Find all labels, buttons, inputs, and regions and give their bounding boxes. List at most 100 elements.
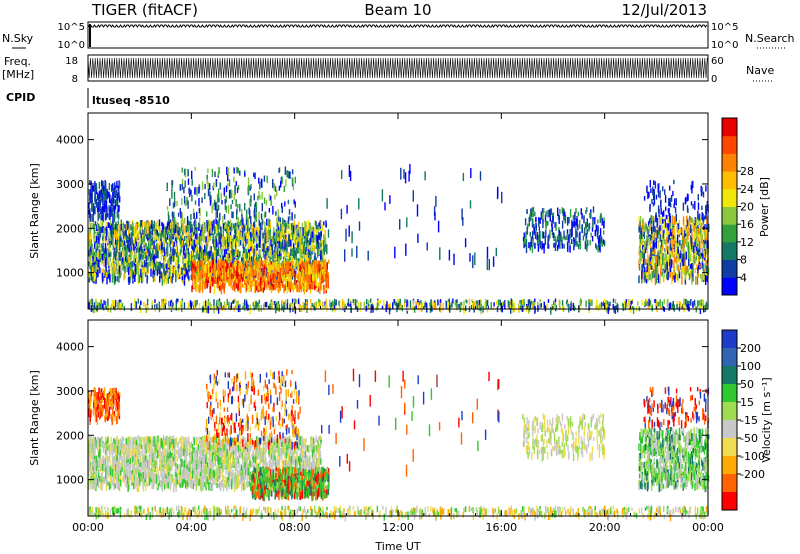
scatter-cell	[191, 226, 193, 233]
scatter-cell	[603, 230, 605, 235]
scatter-cell	[117, 213, 120, 220]
scatter-cell	[275, 251, 277, 260]
scatter-cell	[196, 229, 198, 236]
scatter-cell	[304, 249, 307, 255]
scatter-cell	[173, 201, 176, 208]
scatter-cell	[197, 261, 200, 270]
scatter-cell	[105, 181, 107, 189]
scatter-cell	[701, 257, 704, 263]
scatter-cell	[677, 266, 679, 272]
scatter-cell	[641, 251, 644, 259]
scatter-cell	[241, 222, 243, 231]
scatter-cell	[169, 233, 171, 242]
scatter-cell	[114, 185, 117, 190]
scatter-cell	[567, 243, 569, 253]
scatter-cell	[123, 258, 125, 266]
scatter-cell	[255, 236, 257, 243]
scatter-cell	[201, 231, 203, 239]
scatter-cell	[156, 262, 158, 272]
scatter-cell	[270, 274, 272, 283]
scatter-cell	[486, 258, 488, 271]
scatter-cell	[298, 271, 300, 280]
scatter-cell	[314, 285, 316, 291]
scatter-cell	[643, 271, 645, 280]
scatter-cell	[205, 270, 207, 278]
scatter-cell	[91, 201, 94, 210]
scatter-cell	[243, 270, 245, 277]
scatter-cell	[94, 273, 96, 280]
scatter-cell	[706, 216, 708, 224]
scatter-cell	[194, 188, 196, 195]
scatter-cell	[683, 266, 685, 273]
scatter-cell	[319, 220, 321, 229]
scatter-cell	[672, 271, 674, 281]
scatter-cell	[213, 241, 215, 248]
scatter-cell	[90, 267, 92, 275]
scatter-cell	[110, 251, 112, 257]
scatter-cell	[123, 273, 125, 281]
scatter-cell	[198, 197, 200, 207]
scatter-cell	[308, 224, 310, 232]
scatter-cell	[128, 276, 130, 285]
scatter-cell	[201, 274, 204, 279]
scatter-cell	[291, 282, 293, 288]
scatter-cell	[258, 256, 260, 261]
scatter-cell	[89, 235, 91, 243]
scatter-cell	[111, 258, 114, 266]
scatter-cell	[292, 257, 294, 264]
scatter-cell	[198, 275, 200, 281]
scatter-cell	[291, 177, 294, 185]
scatter-cell	[138, 250, 140, 259]
scatter-cell	[598, 242, 600, 251]
scatter-cell	[220, 259, 222, 266]
scatter-cell	[222, 222, 225, 231]
scatter-cell	[567, 216, 569, 226]
scatter-cell	[192, 226, 195, 233]
scatter-cell	[307, 261, 310, 267]
scatter-cell	[303, 266, 305, 275]
scatter-cell	[201, 227, 203, 235]
scatter-cell	[230, 244, 232, 249]
scatter-cell	[207, 188, 210, 197]
scatter-cell	[140, 259, 142, 268]
scatter-cell	[283, 284, 285, 294]
scatter-cell	[101, 192, 104, 199]
scatter-cell	[164, 234, 167, 242]
scatter-cell	[462, 172, 465, 182]
scatter-cell	[104, 213, 107, 221]
scatter-cell	[547, 242, 549, 249]
scatter-cell	[111, 273, 114, 279]
scatter-cell	[259, 194, 261, 200]
scatter-cell	[224, 248, 227, 258]
scatter-cell	[197, 284, 199, 292]
scatter-cell	[253, 270, 256, 276]
scatter-cell	[209, 274, 211, 284]
scatter-cell	[678, 226, 680, 235]
scatter-cell	[344, 249, 346, 262]
scatter-cell	[98, 223, 100, 231]
scatter-cell	[266, 175, 268, 183]
scatter-cell	[105, 188, 107, 197]
scatter-cell	[656, 229, 659, 238]
scatter-cell	[236, 238, 238, 247]
cpid-label: CPID	[6, 91, 35, 104]
scatter-cell	[275, 211, 277, 216]
scatter-cell	[684, 224, 687, 230]
scatter-cell	[278, 233, 280, 242]
scatter-cell	[192, 208, 195, 215]
scatter-cell	[247, 252, 249, 261]
scatter-cell	[184, 180, 186, 188]
scatter-cell	[257, 274, 259, 284]
scatter-cell	[207, 221, 209, 227]
scatter-cell	[652, 223, 655, 232]
scatter-cell	[261, 276, 263, 286]
scatter-cell	[250, 198, 252, 207]
scatter-cell	[306, 243, 309, 250]
scatter-cell	[120, 230, 123, 235]
scatter-cell	[235, 181, 237, 186]
scatter-cell	[196, 263, 199, 273]
scatter-cell	[277, 274, 280, 283]
scatter-cell	[281, 226, 283, 233]
scatter-cell	[217, 192, 220, 201]
scatter-cell	[147, 225, 149, 234]
